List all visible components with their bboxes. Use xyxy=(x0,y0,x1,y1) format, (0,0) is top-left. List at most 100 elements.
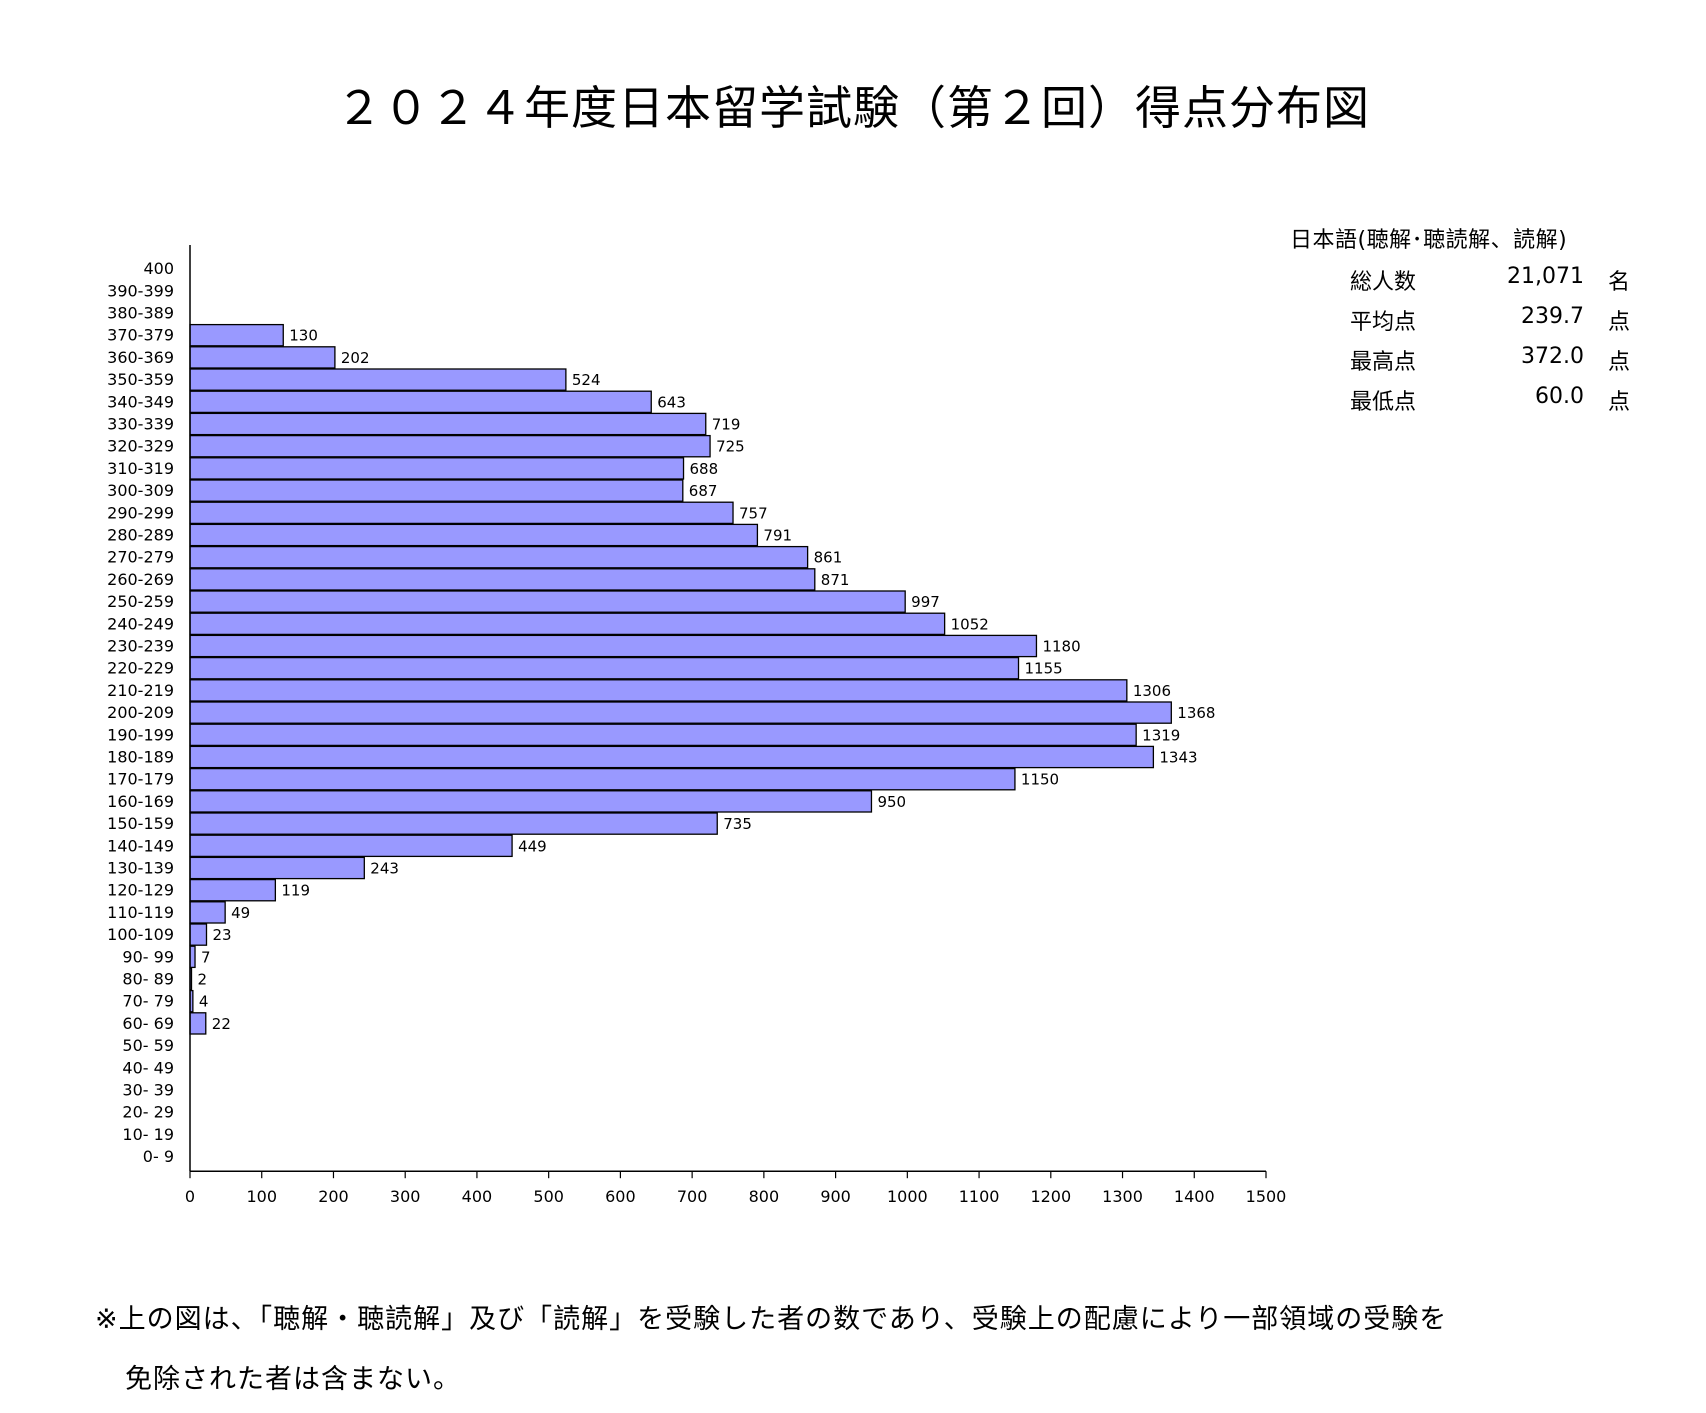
x-tick-label: 1000 xyxy=(887,1187,928,1206)
bar xyxy=(189,523,759,547)
y-tick-label: 400 xyxy=(143,259,174,278)
stats-row-min: 最低点 60.0 点 xyxy=(1290,384,1630,424)
data-label: 1180 xyxy=(1042,638,1080,656)
data-label: 130 xyxy=(289,327,318,345)
x-tick-label: 600 xyxy=(605,1187,636,1206)
x-tick-label: 1200 xyxy=(1030,1187,1071,1206)
data-label: 449 xyxy=(518,837,547,855)
stats-unit: 点 xyxy=(1607,310,1630,335)
data-label: 950 xyxy=(877,793,906,811)
bar xyxy=(189,745,1155,769)
stats-unit: 名 xyxy=(1607,270,1630,295)
bar xyxy=(189,701,1172,724)
footnote-line-2: 免除された者は含まない。 xyxy=(125,1364,461,1395)
data-label: 719 xyxy=(712,416,741,434)
stats-heading: 日本語(聴解･聴読解、読解) xyxy=(1290,228,1568,253)
y-tick-label: 230-239 xyxy=(107,637,174,656)
x-tick-label: 400 xyxy=(462,1187,493,1206)
data-label: 1150 xyxy=(1021,771,1059,789)
bar xyxy=(189,856,365,880)
y-tick-label: 130-139 xyxy=(107,859,174,878)
x-tick-label: 200 xyxy=(318,1187,349,1206)
y-tick-label: 100-109 xyxy=(107,925,174,944)
bar xyxy=(189,323,284,347)
x-tick-label: 800 xyxy=(749,1187,780,1206)
data-label: 688 xyxy=(690,460,719,478)
x-tick-label: 1400 xyxy=(1174,1187,1215,1206)
x-tick-label: 300 xyxy=(390,1187,421,1206)
bar xyxy=(189,878,277,902)
x-tick-label: 0 xyxy=(185,1187,195,1206)
y-tick-label: 160-169 xyxy=(107,792,174,811)
footnote-line-1: ※上の図は、「聴解・聴読解」及び「読解」を受験した者の数であり、受験上の配慮によ… xyxy=(95,1304,1448,1335)
data-label: 7 xyxy=(201,948,211,966)
y-tick-label: 0- 9 xyxy=(143,1147,174,1166)
x-tick-label: 700 xyxy=(677,1187,708,1206)
y-tick-label: 110-119 xyxy=(107,903,174,922)
bar xyxy=(189,612,946,636)
y-tick-label: 60- 69 xyxy=(122,1014,174,1033)
bar xyxy=(189,790,873,813)
data-label: 1306 xyxy=(1133,682,1171,700)
y-tick-label: 240-249 xyxy=(107,614,174,633)
y-tick-label: 340-349 xyxy=(107,392,174,411)
data-label: 243 xyxy=(370,860,399,878)
bar xyxy=(189,834,513,858)
y-tick-label: 270-279 xyxy=(107,548,174,567)
bar xyxy=(189,723,1137,747)
bar xyxy=(189,412,707,436)
data-label: 4 xyxy=(199,993,209,1011)
data-label: 1368 xyxy=(1177,704,1215,722)
bar xyxy=(189,457,685,480)
x-tick-label: 100 xyxy=(246,1187,277,1206)
stats-value: 21,071 xyxy=(1507,264,1584,289)
data-label: 1319 xyxy=(1142,726,1180,744)
y-tick-label: 300-309 xyxy=(107,481,174,500)
y-tick-label: 10- 19 xyxy=(122,1125,174,1144)
chart-title: ２０２４年度日本留学試験（第２回）得点分布図 xyxy=(336,81,1370,135)
stats-label: 平均点 xyxy=(1350,310,1417,335)
y-tick-label: 280-289 xyxy=(107,526,174,545)
data-label: 757 xyxy=(739,504,768,522)
bar xyxy=(189,501,734,525)
y-tick-label: 220-229 xyxy=(107,659,174,678)
data-label: 1052 xyxy=(951,615,989,633)
x-tick-label: 500 xyxy=(533,1187,564,1206)
bar xyxy=(189,479,684,502)
stats-row-total: 総人数 21,071 名 xyxy=(1290,264,1630,304)
data-label: 2 xyxy=(198,971,208,989)
bar xyxy=(189,390,652,414)
y-tick-label: 330-339 xyxy=(107,415,174,434)
y-tick-label: 140-149 xyxy=(107,836,174,855)
y-tick-label: 70- 79 xyxy=(122,992,174,1011)
y-tick-label: 180-189 xyxy=(107,748,174,767)
data-label: 791 xyxy=(763,527,792,545)
y-tick-label: 390-399 xyxy=(107,281,174,300)
y-tick-label: 260-269 xyxy=(107,570,174,589)
bar xyxy=(189,634,1038,658)
data-label: 871 xyxy=(821,571,850,589)
data-label: 1155 xyxy=(1025,660,1063,678)
data-label: 997 xyxy=(911,593,940,611)
y-tick-label: 320-329 xyxy=(107,437,174,456)
stats-label: 最高点 xyxy=(1350,350,1417,375)
stats-value: 372.0 xyxy=(1521,344,1584,369)
data-label: 687 xyxy=(689,482,718,500)
y-tick-label: 80- 89 xyxy=(122,970,174,989)
data-label: 524 xyxy=(572,371,601,389)
bar xyxy=(189,346,336,369)
stats-panel: 日本語(聴解･聴読解、読解) 総人数 21,071 名 平均点 239.7 点 … xyxy=(1290,222,1630,424)
y-tick-label: 170-179 xyxy=(107,770,174,789)
stats-row-max: 最高点 372.0 点 xyxy=(1290,344,1630,384)
footnote: ※上の図は、「聴解・聴読解」及び「読解」を受験した者の数であり、受験上の配慮によ… xyxy=(95,1290,1615,1410)
x-tick-label: 900 xyxy=(820,1187,851,1206)
bar xyxy=(189,679,1128,702)
bar xyxy=(189,590,906,613)
stats-unit: 点 xyxy=(1607,390,1630,415)
y-tick-label: 90- 99 xyxy=(122,947,174,966)
bar xyxy=(189,767,1016,791)
data-label: 725 xyxy=(716,438,745,456)
stats-value: 239.7 xyxy=(1521,304,1584,329)
y-tick-label: 310-319 xyxy=(107,459,174,478)
